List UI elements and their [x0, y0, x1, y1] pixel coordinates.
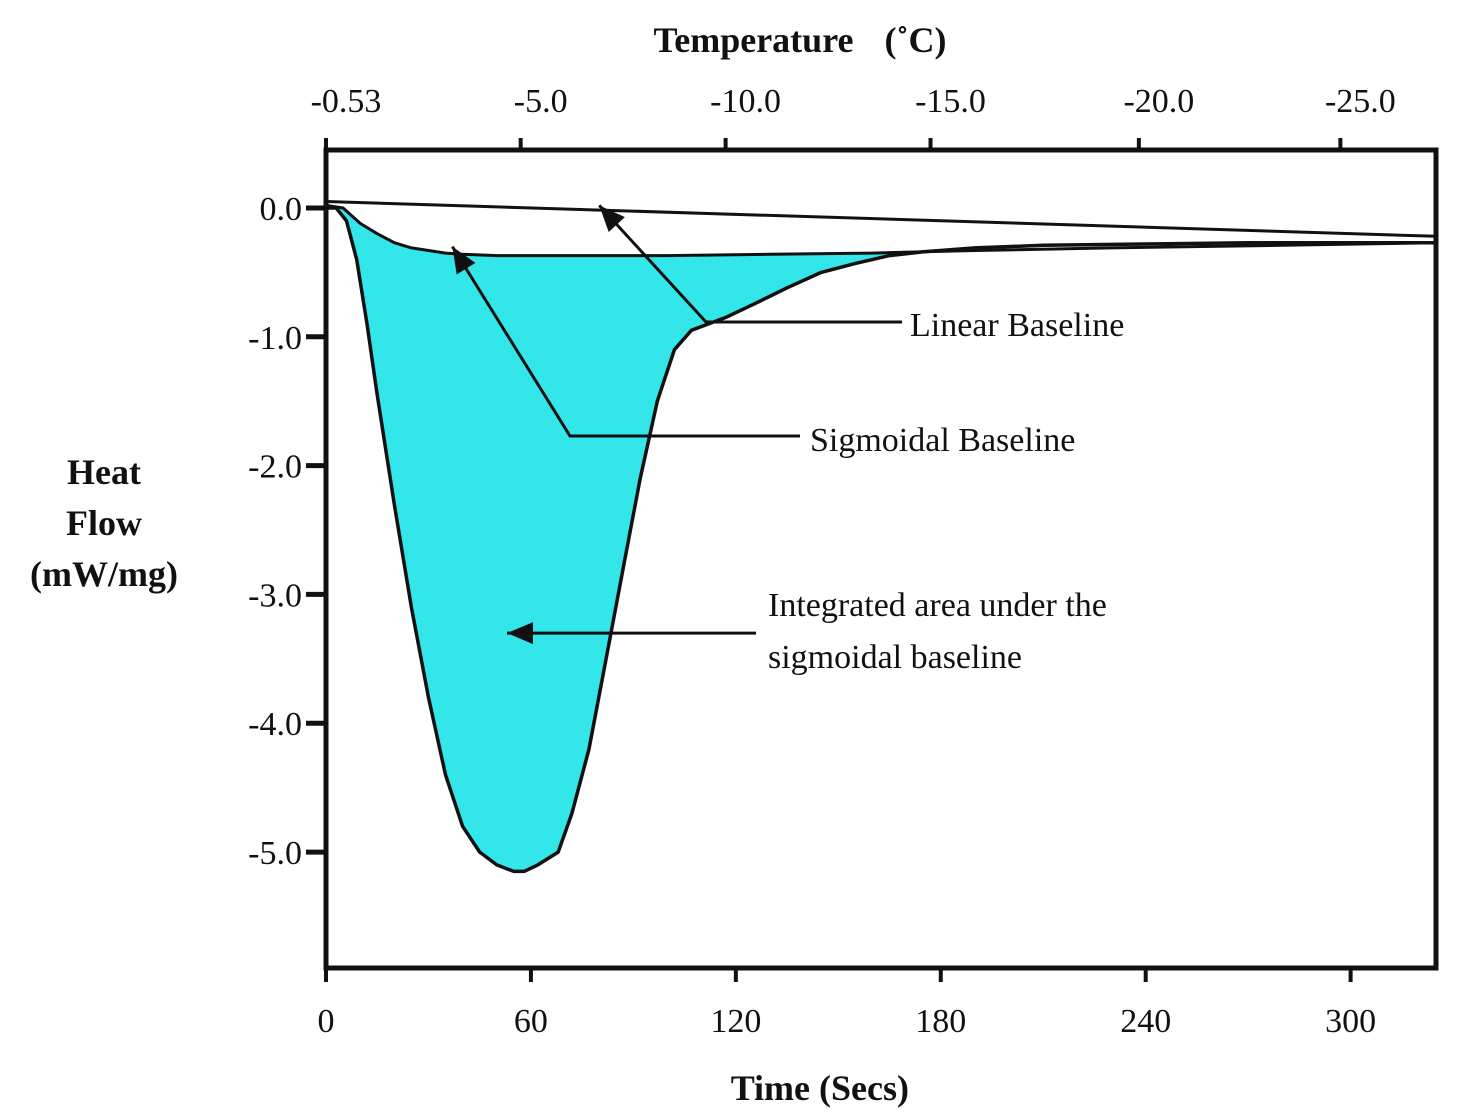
- y-tick-label: -3.0: [248, 577, 302, 614]
- y-axis-title: Heat Flow (mW/mg): [30, 452, 178, 594]
- x-tick-label: 180: [915, 1003, 966, 1040]
- y-axis-title-line: Heat: [67, 452, 141, 492]
- annotation-arrow-line: [598, 204, 902, 324]
- x-tick-label: 240: [1120, 1003, 1171, 1040]
- series-layer: [325, 200, 1437, 874]
- annotation-arrowhead: [507, 622, 533, 645]
- integrated-area-layer: [326, 205, 924, 872]
- y-tick-label: -5.0: [248, 835, 302, 872]
- annotation-area: Integrated area under the sigmoidal basel…: [507, 587, 1107, 676]
- annotation-label: Sigmoidal Baseline: [810, 422, 1075, 459]
- annotation-linear: Linear Baseline: [598, 204, 1124, 344]
- x-axis-title: Time (Secs): [731, 1068, 909, 1108]
- x-tick-label: 120: [710, 1003, 761, 1040]
- x-tick-label: 0: [318, 1003, 335, 1040]
- y-tick-label: -1.0: [248, 320, 302, 357]
- y-tick-label: -2.0: [248, 449, 302, 486]
- annotation-arrowhead: [599, 205, 625, 232]
- top-tick-label: -5.0: [514, 83, 568, 120]
- annotation-arrowhead: [452, 246, 476, 275]
- top-axis-title-text: Temperature: [654, 20, 854, 60]
- annotation-sigmoidal: Sigmoidal Baseline: [451, 245, 1075, 459]
- x-tick-label: 300: [1325, 1003, 1376, 1040]
- top-tick-label: -25.0: [1325, 83, 1396, 120]
- annotation-label: Integrated area under the: [768, 587, 1107, 624]
- x-tick-label: 60: [514, 1003, 548, 1040]
- top-axis-title: Temperature (˚C): [654, 20, 947, 60]
- annotation-label: sigmoidal baseline: [768, 639, 1022, 676]
- annotation-arrow-line: [451, 245, 800, 438]
- annotation-label: Linear Baseline: [910, 307, 1124, 344]
- top-axis-unit: (˚C): [885, 20, 947, 60]
- top-tick-label: -20.0: [1123, 83, 1194, 120]
- top-tick-label: -10.0: [710, 83, 781, 120]
- y-tick-label: -4.0: [248, 706, 302, 743]
- top-tick-label: -15.0: [915, 83, 986, 120]
- ticks-layer: 0 60 120 180 240 300 0.0 -1.0 -2.0 -3.0 -4.0 -5.0 -0…: [248, 83, 1396, 1040]
- sigmoidal-baseline-line: [325, 203, 1437, 258]
- y-tick-label: 0.0: [260, 191, 303, 228]
- integrated-area-fill: [326, 205, 924, 872]
- y-axis-title-line: Flow: [66, 503, 142, 543]
- plot-frame: [323, 147, 1439, 971]
- y-axis-title-line: (mW/mg): [30, 554, 178, 594]
- top-tick-label: -0.53: [311, 83, 382, 120]
- linear-baseline-line: [325, 200, 1437, 238]
- annotations-layer: Linear Baseline Sigmoidal Baseline Integra…: [451, 204, 1124, 676]
